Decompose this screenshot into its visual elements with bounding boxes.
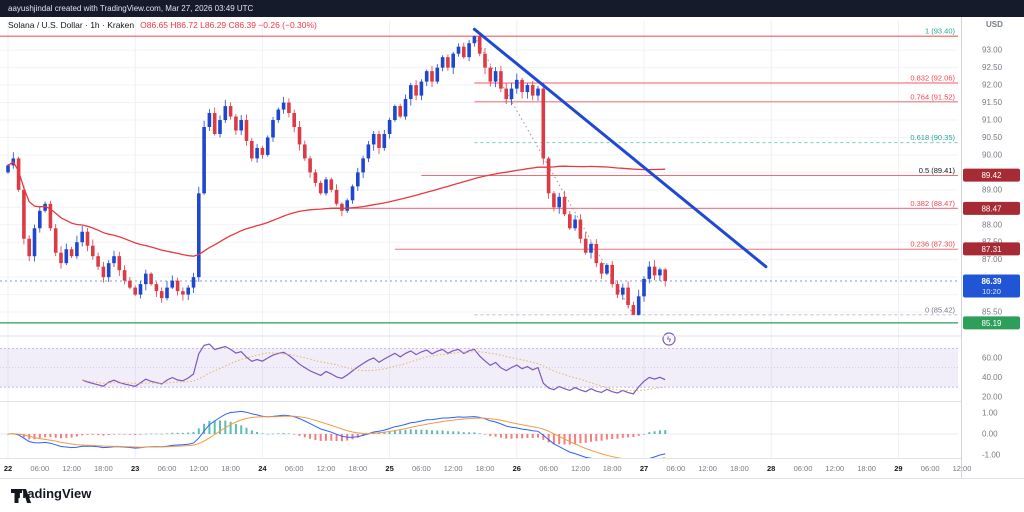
svg-text:18:00: 18:00 xyxy=(603,464,622,473)
svg-text:23: 23 xyxy=(131,464,139,473)
svg-text:0.618 (90.35): 0.618 (90.35) xyxy=(910,133,955,142)
svg-text:06:00: 06:00 xyxy=(30,464,49,473)
svg-text:0.5 (89.41): 0.5 (89.41) xyxy=(919,166,956,175)
rsi-panel xyxy=(81,343,666,395)
footer-bar: TradingView xyxy=(0,478,1024,512)
svg-text:12:00: 12:00 xyxy=(189,464,208,473)
svg-text:88.00: 88.00 xyxy=(982,220,1003,229)
svg-text:85.19: 85.19 xyxy=(981,319,1002,328)
svg-text:91.50: 91.50 xyxy=(982,98,1003,107)
svg-text:60.00: 60.00 xyxy=(982,354,1003,363)
svg-text:27: 27 xyxy=(640,464,648,473)
svg-text:12:00: 12:00 xyxy=(571,464,590,473)
svg-text:18:00: 18:00 xyxy=(476,464,495,473)
svg-text:0.382 (88.47): 0.382 (88.47) xyxy=(910,199,955,208)
svg-text:06:00: 06:00 xyxy=(921,464,940,473)
svg-text:87.00: 87.00 xyxy=(982,255,1003,264)
svg-text:87.50: 87.50 xyxy=(982,238,1003,247)
svg-text:90.50: 90.50 xyxy=(982,133,1003,142)
svg-text:1 (93.40): 1 (93.40) xyxy=(925,27,956,36)
svg-text:88.47: 88.47 xyxy=(981,204,1002,213)
time-axis[interactable]: 22 06:00 12:00 18:00 23 06:00 12:00 18:00 24 06:0… xyxy=(4,464,972,473)
price-badges: 89.42 88.47 87.31 85.19 xyxy=(963,168,1020,330)
svg-text:0.832 (92.06): 0.832 (92.06) xyxy=(910,74,955,83)
svg-text:24: 24 xyxy=(258,464,267,473)
symbol-legend: Solana / U.S. Dollar · 1h · Kraken O86.65… xyxy=(8,20,317,30)
svg-text:87.31: 87.31 xyxy=(981,245,1002,254)
svg-text:06:00: 06:00 xyxy=(666,464,685,473)
svg-text:85.50: 85.50 xyxy=(982,308,1003,317)
svg-text:06:00: 06:00 xyxy=(794,464,813,473)
price-chart-canvas[interactable]: 1 (93.40) 0.832 (92.06) 0.764 (91.52) 0.618… xyxy=(0,0,1024,478)
fib-retracement-levels: 1 (93.40) 0.832 (92.06) 0.764 (91.52) 0.618… xyxy=(0,27,958,316)
trend-line xyxy=(472,27,768,269)
svg-text:0.764 (91.52): 0.764 (91.52) xyxy=(910,92,955,101)
currency-label: USD xyxy=(986,20,1003,29)
svg-text:18:00: 18:00 xyxy=(348,464,367,473)
svg-text:12:00: 12:00 xyxy=(62,464,81,473)
svg-text:12:00: 12:00 xyxy=(825,464,844,473)
svg-text:91.00: 91.00 xyxy=(982,116,1003,125)
svg-text:26: 26 xyxy=(513,464,521,473)
candlestick-series xyxy=(6,34,667,316)
tradingview-logo[interactable]: TradingView xyxy=(10,486,92,503)
svg-text:18:00: 18:00 xyxy=(730,464,749,473)
svg-text:06:00: 06:00 xyxy=(285,464,304,473)
svg-text:92.00: 92.00 xyxy=(982,81,1003,90)
svg-text:29: 29 xyxy=(894,464,902,473)
svg-text:06:00: 06:00 xyxy=(412,464,431,473)
svg-text:22: 22 xyxy=(4,464,12,473)
svg-text:93.00: 93.00 xyxy=(982,46,1003,55)
svg-text:-1.00: -1.00 xyxy=(982,451,1001,460)
pane-separators xyxy=(0,335,1024,459)
tradingview-logo-icon xyxy=(11,489,32,503)
svg-text:0 (85.42): 0 (85.42) xyxy=(925,305,956,314)
svg-text:12:00: 12:00 xyxy=(698,464,717,473)
tradingview-logo-text: TradingView xyxy=(15,486,92,501)
svg-text:06:00: 06:00 xyxy=(158,464,177,473)
svg-text:ϟ: ϟ xyxy=(667,335,672,344)
ohlc-values: O86.65 H86.72 L86.29 C86.39 −0.26 (−0.30… xyxy=(140,20,317,30)
svg-text:1.00: 1.00 xyxy=(982,409,998,418)
attribution-bar: aayushjindal created with TradingView.co… xyxy=(0,0,1024,17)
svg-text:12:00: 12:00 xyxy=(953,464,972,473)
svg-text:40.00: 40.00 xyxy=(982,373,1003,382)
grid-lines xyxy=(0,20,958,458)
sma-line xyxy=(7,160,666,257)
symbol-title[interactable]: Solana / U.S. Dollar · 1h · Kraken xyxy=(8,20,135,30)
chart-sticker-icon: ϟ xyxy=(662,332,676,346)
svg-text:89.00: 89.00 xyxy=(982,185,1003,194)
svg-text:92.50: 92.50 xyxy=(982,63,1003,72)
macd-panel xyxy=(0,410,958,458)
svg-text:0.236 (87.30): 0.236 (87.30) xyxy=(910,240,955,249)
svg-text:0.00: 0.00 xyxy=(982,430,998,439)
svg-text:06:00: 06:00 xyxy=(539,464,558,473)
attribution-text: aayushjindal created with TradingView.co… xyxy=(8,4,254,13)
svg-text:18:00: 18:00 xyxy=(94,464,113,473)
svg-text:18:00: 18:00 xyxy=(221,464,240,473)
svg-text:10:20: 10:20 xyxy=(982,287,1001,296)
svg-text:89.42: 89.42 xyxy=(981,171,1002,180)
svg-text:25: 25 xyxy=(385,464,393,473)
svg-text:20.00: 20.00 xyxy=(982,392,1003,401)
svg-text:86.39: 86.39 xyxy=(981,277,1002,286)
svg-text:12:00: 12:00 xyxy=(444,464,463,473)
svg-text:28: 28 xyxy=(767,464,775,473)
svg-text:18:00: 18:00 xyxy=(857,464,876,473)
svg-text:90.00: 90.00 xyxy=(982,150,1003,159)
svg-text:12:00: 12:00 xyxy=(317,464,336,473)
